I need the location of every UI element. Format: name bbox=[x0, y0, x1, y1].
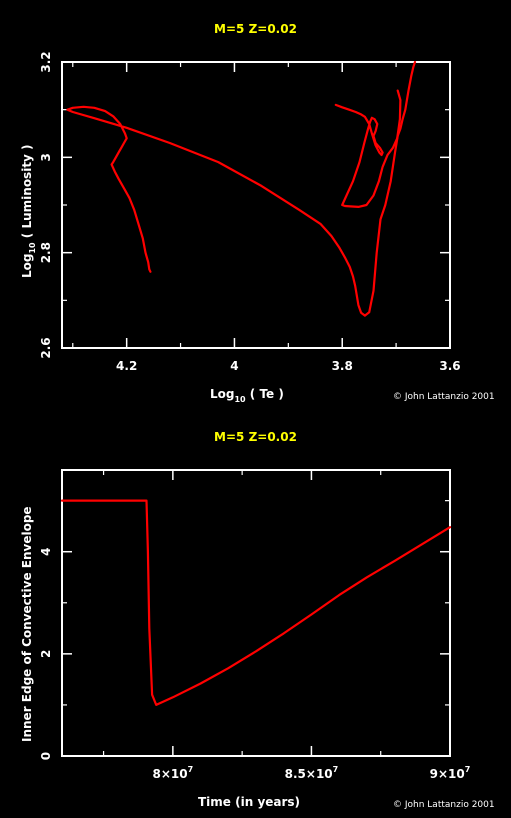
ce-ticks: 8×107 8.5×107 9×107 0 2 4 bbox=[39, 470, 470, 781]
ce-plot-frame bbox=[61, 469, 451, 757]
hr-y-tick-label: 2.6 bbox=[39, 337, 53, 358]
hr-credit: © John Lattanzio 2001 bbox=[393, 392, 495, 402]
ce-series bbox=[60, 499, 452, 707]
convective-envelope-chart: 8×107 8.5×107 9×107 0 2 4 Time (in years) Inn… bbox=[20, 469, 470, 809]
hr-chart-title: M=5 Z=0.02 bbox=[214, 22, 297, 36]
ce-y-axis-label: Inner Edge of Convective Envelope bbox=[20, 506, 34, 742]
hr-series bbox=[66, 60, 417, 317]
hr-y-axis-label: Log10 ( Luminosity ) bbox=[20, 144, 37, 278]
convective-chart-title: M=5 Z=0.02 bbox=[214, 430, 297, 444]
ce-y-tick-label: 2 bbox=[39, 650, 53, 658]
hr-plot-frame bbox=[61, 61, 451, 349]
ce-x-tick-label: 8.5×107 bbox=[285, 765, 339, 781]
hr-diagram: 4.2 4 3.8 3.6 2.6 2.8 3 3.2 Log10 ( Te ) Log10 … bbox=[20, 51, 461, 404]
ce-y-tick-label: 0 bbox=[39, 752, 53, 760]
hr-y-tick-label: 3.2 bbox=[39, 51, 53, 72]
hr-series-line-1 bbox=[334, 89, 402, 208]
hr-x-tick-label: 4 bbox=[230, 359, 238, 373]
hr-x-tick-label: 3.8 bbox=[332, 359, 353, 373]
hr-ticks: 4.2 4 3.8 3.6 2.6 2.8 3 3.2 bbox=[39, 51, 461, 373]
ce-series-line-0 bbox=[60, 499, 452, 707]
hr-series-line-0 bbox=[66, 60, 417, 317]
hr-x-axis-label: Log10 ( Te ) bbox=[210, 387, 284, 404]
ce-x-tick-label: 8×107 bbox=[153, 765, 194, 781]
ce-x-tick-label: 9×107 bbox=[430, 765, 471, 781]
convective-credit: © John Lattanzio 2001 bbox=[393, 800, 495, 810]
hr-x-tick-label: 4.2 bbox=[116, 359, 137, 373]
ce-x-axis-label: Time (in years) bbox=[198, 795, 300, 809]
hr-y-tick-label: 2.8 bbox=[39, 242, 53, 263]
hr-y-tick-label: 3 bbox=[39, 153, 53, 161]
ce-y-tick-label: 4 bbox=[39, 548, 53, 556]
hr-x-tick-label: 3.6 bbox=[439, 359, 460, 373]
